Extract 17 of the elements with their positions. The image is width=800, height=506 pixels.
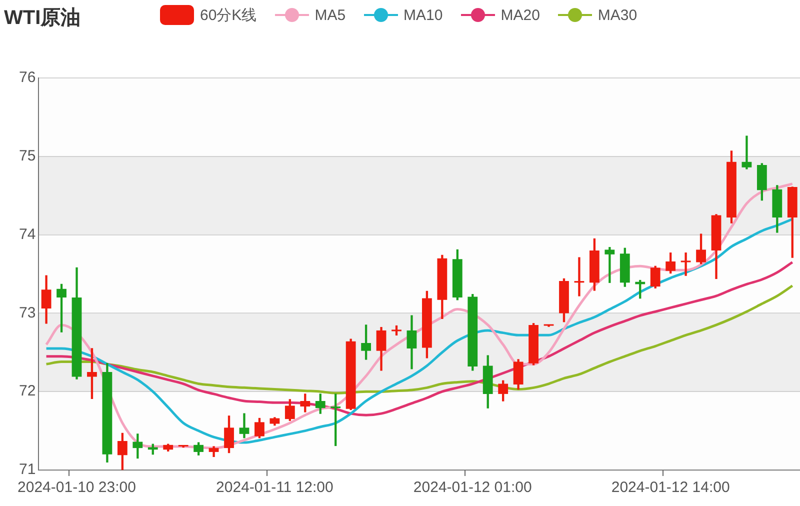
y-tick-label: 72 bbox=[18, 382, 36, 400]
line-series bbox=[45, 284, 794, 394]
x-tick-label: 2024-01-10 23:00 bbox=[18, 479, 136, 496]
legend-label: MA10 bbox=[404, 6, 443, 24]
legend-label: MA5 bbox=[314, 6, 346, 24]
x-tick-label: 2024-01-12 01:00 bbox=[413, 479, 532, 496]
y-tick-label: 73 bbox=[18, 304, 36, 322]
y-tick-label: 75 bbox=[18, 148, 36, 165]
y-tick-label: 76 bbox=[18, 69, 36, 86]
x-tick-label: 2024-01-12 14:00 bbox=[611, 479, 730, 496]
legend-label: 60分K线 bbox=[200, 6, 257, 24]
legend-label: MA30 bbox=[598, 6, 638, 24]
x-tick-label: 2024-01-11 12:00 bbox=[216, 479, 334, 496]
legend-label: MA20 bbox=[500, 6, 540, 24]
y-tick-label: 74 bbox=[18, 226, 36, 243]
chart-title: WTI原油 bbox=[4, 6, 81, 31]
y-tick-label: 71 bbox=[18, 461, 36, 478]
